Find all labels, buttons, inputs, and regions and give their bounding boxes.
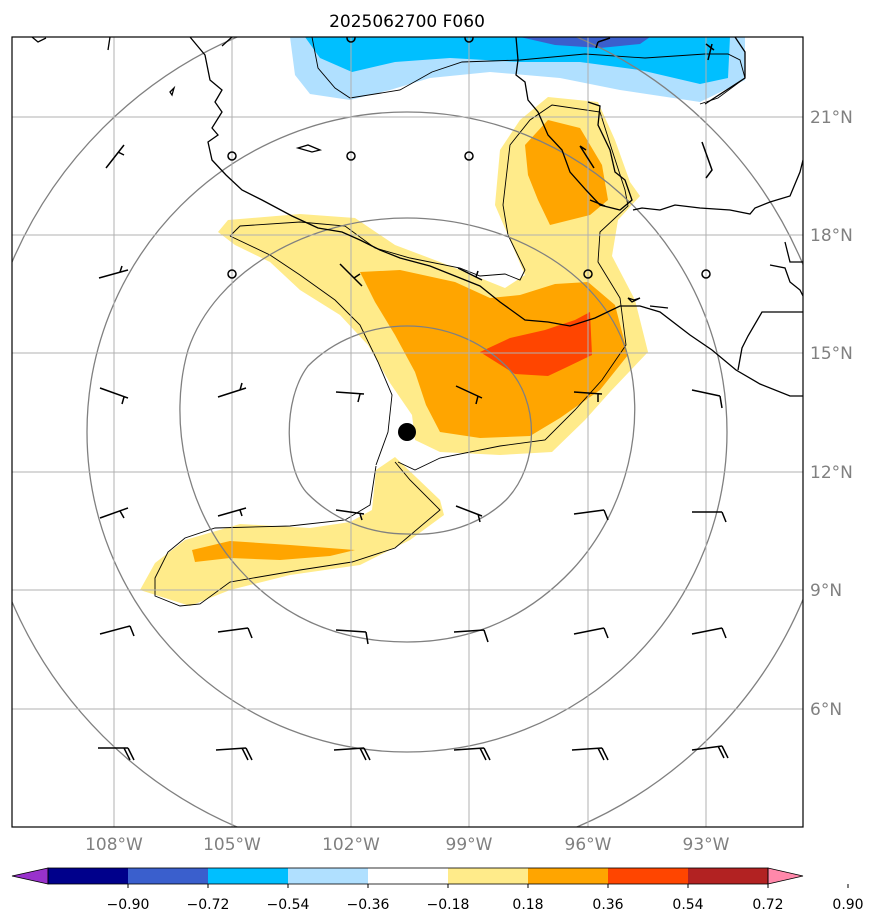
positive-field-red xyxy=(480,312,592,376)
colorbar-extend-low xyxy=(12,868,48,884)
latitude-labels: 21°N 18°N 15°N 12°N 9°N 6°N xyxy=(810,108,853,720)
map-frame xyxy=(11,36,804,828)
lon-label: 105°W xyxy=(203,835,261,855)
colorbar-tick-label: 0.54 xyxy=(672,897,703,913)
colorbar-segment xyxy=(48,868,129,884)
map-area xyxy=(12,37,803,827)
figure-title: 2025062700 F060 xyxy=(329,12,485,32)
colorbar-tick-label: 0.72 xyxy=(752,897,783,913)
lon-label: 99°W xyxy=(446,835,493,855)
colorbar-tick-label: −0.36 xyxy=(347,897,390,913)
lat-label: 12°N xyxy=(810,463,853,483)
lon-label: 93°W xyxy=(683,835,730,855)
colorbar-segment xyxy=(448,868,529,884)
colorbar-segment xyxy=(208,868,289,884)
range-rings xyxy=(12,37,803,827)
storm-center-marker xyxy=(398,423,416,441)
colorbar-segment xyxy=(528,868,609,884)
colorbar-segment xyxy=(608,868,689,884)
negative-field-dark xyxy=(520,37,650,48)
lon-label: 96°W xyxy=(565,835,612,855)
lon-label: 108°W xyxy=(85,835,143,855)
positive-field-orange-north xyxy=(525,120,608,225)
colorbar-tick-label: −0.90 xyxy=(107,897,150,913)
wind-barbs xyxy=(98,37,729,761)
contour-outline-north xyxy=(311,37,746,105)
colorbar-tick-label: −0.54 xyxy=(267,897,310,913)
colorbar: −0.90 −0.72 −0.54 −0.36 −0.18 0.18 0.36 0.54 0.7… xyxy=(11,867,864,913)
lon-label: 102°W xyxy=(322,835,380,855)
lat-label: 15°N xyxy=(810,344,853,364)
longitude-labels: 108°W 105°W 102°W 99°W 96°W 93°W xyxy=(85,835,730,855)
colorbar-tick-label: 0.18 xyxy=(512,897,543,913)
coastline xyxy=(31,37,803,397)
colorbar-segment xyxy=(128,868,209,884)
gridlines xyxy=(12,37,803,827)
contour-outline-main xyxy=(229,104,629,471)
colorbar-tick-label: 0.90 xyxy=(832,897,863,913)
lat-label: 18°N xyxy=(810,226,853,246)
lat-label: 21°N xyxy=(810,108,853,128)
colorbar-tick-label: −0.72 xyxy=(187,897,230,913)
colorbar-segment xyxy=(368,868,449,884)
lat-label: 9°N xyxy=(810,581,842,601)
positive-field-yellow-south xyxy=(140,457,444,606)
contour-outline-south xyxy=(154,461,441,607)
colorbar-segment xyxy=(288,868,369,884)
lat-label: 6°N xyxy=(810,700,842,720)
colorbar-segment xyxy=(688,868,769,884)
colorbar-tick-label: 0.36 xyxy=(592,897,623,913)
colorbar-extend-high xyxy=(768,868,803,884)
colorbar-tick-label: −0.18 xyxy=(427,897,470,913)
contour-outline-inner xyxy=(229,235,393,466)
positive-field-orange-south xyxy=(192,541,355,562)
